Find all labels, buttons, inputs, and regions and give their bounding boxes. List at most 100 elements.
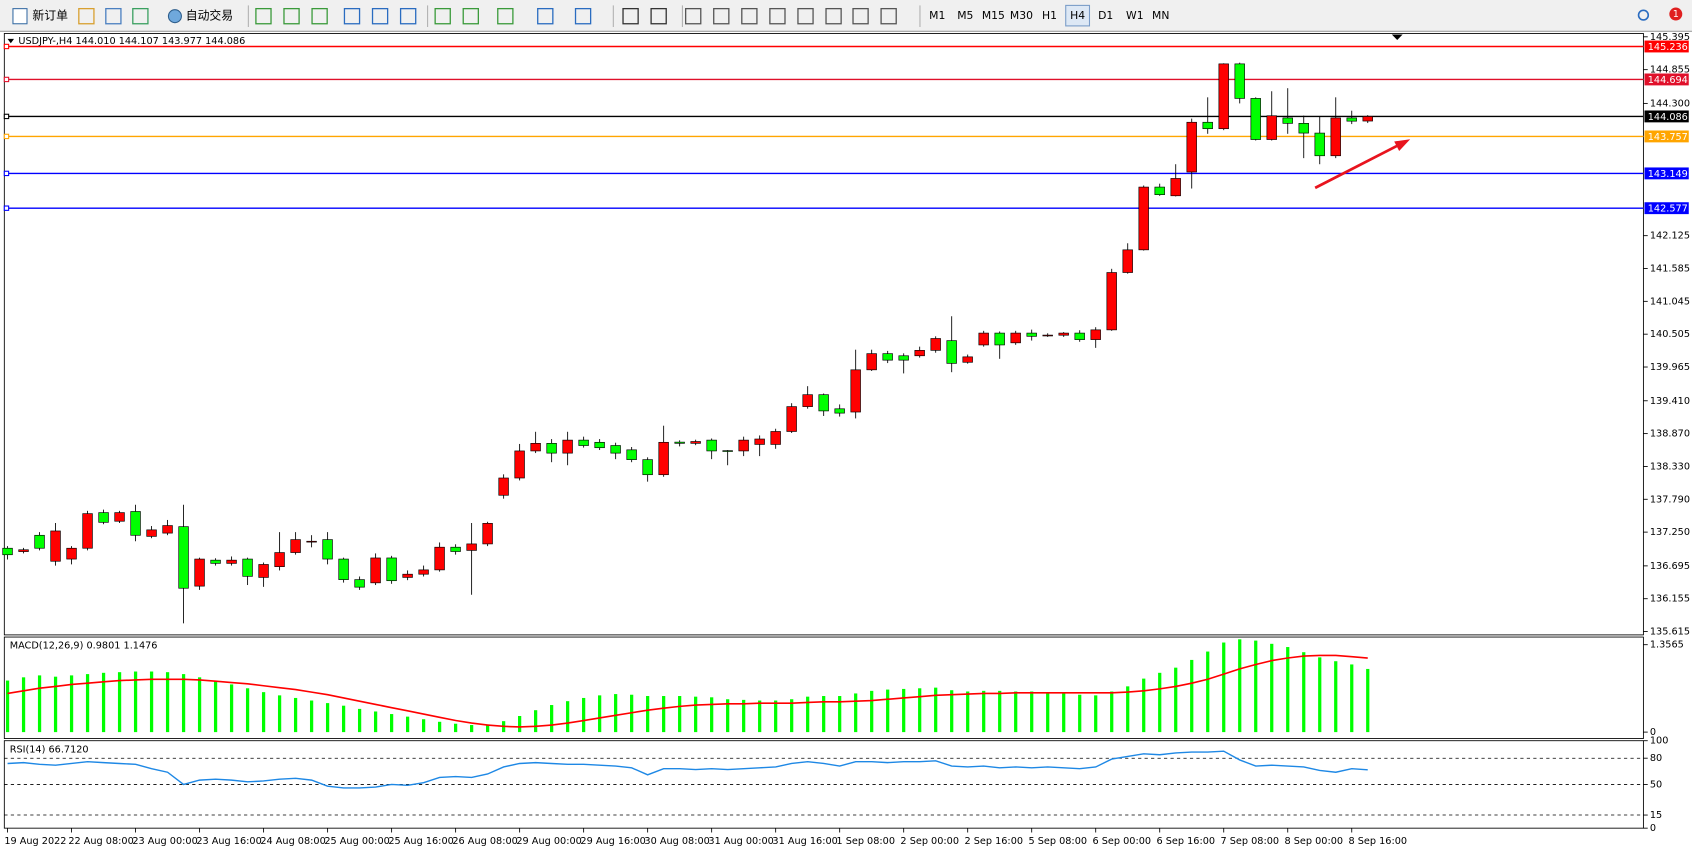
x-tick-label: 25 Aug 00:00 — [324, 836, 389, 847]
candle-body — [1298, 123, 1309, 134]
y-tick-label: 140.505 — [1650, 329, 1690, 340]
candle-body — [578, 439, 589, 446]
toolbar-icon[interactable] — [497, 7, 514, 25]
toolbar-icon[interactable] — [78, 7, 95, 25]
timeframe-button[interactable]: H4 — [1070, 9, 1085, 22]
candle-body — [226, 559, 237, 564]
candle-body — [386, 557, 397, 582]
level-marker — [3, 76, 10, 83]
macd-bar — [1142, 678, 1146, 733]
candle-body — [1138, 186, 1149, 251]
toolbar-icon[interactable] — [255, 7, 272, 25]
candle-body — [722, 450, 733, 452]
macd-bar — [806, 696, 810, 733]
candle-body — [1010, 332, 1021, 344]
toolbar-icon[interactable] — [311, 7, 328, 25]
new-order-button[interactable]: 新订单 — [32, 9, 68, 23]
toolbar-icon[interactable] — [283, 7, 300, 25]
timeframe-button[interactable]: M15 — [982, 9, 1005, 22]
macd-bar — [37, 675, 42, 733]
shift-marker — [1391, 34, 1403, 40]
macd-bar — [85, 674, 90, 733]
toolbar-icon[interactable] — [537, 7, 554, 25]
toolbar-icon[interactable] — [797, 7, 814, 25]
toolbar-icon[interactable] — [685, 7, 702, 25]
toolbar-icon[interactable] — [105, 7, 122, 25]
timeframe-button[interactable]: H1 — [1042, 9, 1057, 22]
chart-title: USDJPY-,H4 144.010 144.107 143.977 144.0… — [18, 36, 245, 47]
toolbar-icon[interactable] — [434, 7, 451, 25]
candle-body — [1234, 63, 1245, 99]
toolbar-icon[interactable] — [622, 7, 639, 25]
x-tick-label: 29 Aug 00:00 — [516, 836, 581, 847]
search-icon[interactable] — [1637, 9, 1650, 21]
notification-badge[interactable] — [1669, 7, 1683, 21]
y-tick-label: 137.250 — [1650, 527, 1690, 538]
level-marker — [3, 133, 10, 140]
y-tick-label: 144.855 — [1650, 65, 1690, 76]
macd-bar — [1110, 691, 1114, 733]
candle-body — [82, 513, 93, 549]
timeframe-button[interactable]: M30 — [1010, 9, 1033, 22]
timeframe-button[interactable]: W1 — [1126, 9, 1144, 22]
toolbar-icon[interactable] — [880, 7, 897, 25]
macd-bar — [598, 695, 602, 733]
timeframe-button[interactable]: M1 — [929, 9, 945, 22]
auto-trading-button[interactable]: 自动交易 — [186, 9, 233, 23]
macd-bar — [966, 691, 970, 733]
toolbar-icon[interactable] — [825, 7, 842, 25]
rsi-line — [7, 750, 1368, 789]
timeframe-button[interactable]: M5 — [957, 9, 973, 22]
macd-bar — [261, 692, 266, 733]
candle-body — [866, 353, 877, 371]
macd-bar — [293, 697, 298, 733]
candle-body — [658, 441, 669, 476]
timeframes: M1 M5 M15 M30 H1 H4 D1 W1 MN — [929, 4, 1169, 27]
macd-bar — [758, 700, 762, 733]
macd-bar — [421, 719, 426, 733]
plots: 145.395 144.855 144.300 142.125 141.585 141.0… — [2, 32, 1690, 847]
macd-bar — [229, 684, 234, 733]
macd-bar — [341, 705, 346, 733]
toolbar-icon[interactable] — [713, 7, 730, 25]
y-tick-label: 139.965 — [1650, 362, 1690, 373]
y-tick-label: 50 — [1650, 779, 1662, 790]
toolbar-icon[interactable] — [650, 7, 667, 25]
y-tick-label: 135.615 — [1650, 627, 1690, 638]
candle-body — [370, 557, 381, 584]
timeframe-button[interactable]: MN — [1152, 9, 1169, 22]
macd-bar — [950, 690, 954, 733]
x-tick-label: 31 Aug 16:00 — [772, 836, 837, 847]
toolbar-icon[interactable] — [132, 7, 149, 25]
candle-body — [402, 573, 413, 578]
macd-bar — [934, 687, 938, 733]
candle-body — [434, 546, 445, 571]
toolbar-icon[interactable] — [343, 7, 361, 25]
macd-bar — [518, 715, 522, 733]
candle-body — [50, 530, 61, 562]
y-tick-label: 0 — [1650, 823, 1656, 834]
new-order-icon[interactable] — [12, 8, 28, 25]
candle-body — [338, 558, 349, 580]
toolbar-icon[interactable] — [769, 7, 786, 25]
level-marker — [3, 43, 10, 50]
toolbar-icon[interactable] — [462, 7, 479, 25]
candle-body — [786, 406, 797, 432]
candle-body — [850, 369, 861, 413]
toolbar-icon[interactable] — [852, 7, 869, 25]
macd-bar — [181, 674, 186, 733]
candle-body — [498, 477, 509, 496]
candle-body — [1042, 334, 1053, 337]
candle-body — [194, 558, 205, 587]
toolbar-icon[interactable] — [574, 7, 592, 25]
auto-trading-icon[interactable] — [167, 9, 182, 24]
toolbar-icon[interactable] — [399, 7, 417, 25]
toolbar-icon[interactable] — [371, 7, 389, 25]
timeframe-button[interactable]: D1 — [1098, 9, 1113, 22]
macd-bar — [822, 696, 826, 733]
toolbar-icon[interactable] — [741, 7, 758, 25]
macd-bar — [726, 699, 730, 733]
candle-body — [354, 579, 365, 588]
